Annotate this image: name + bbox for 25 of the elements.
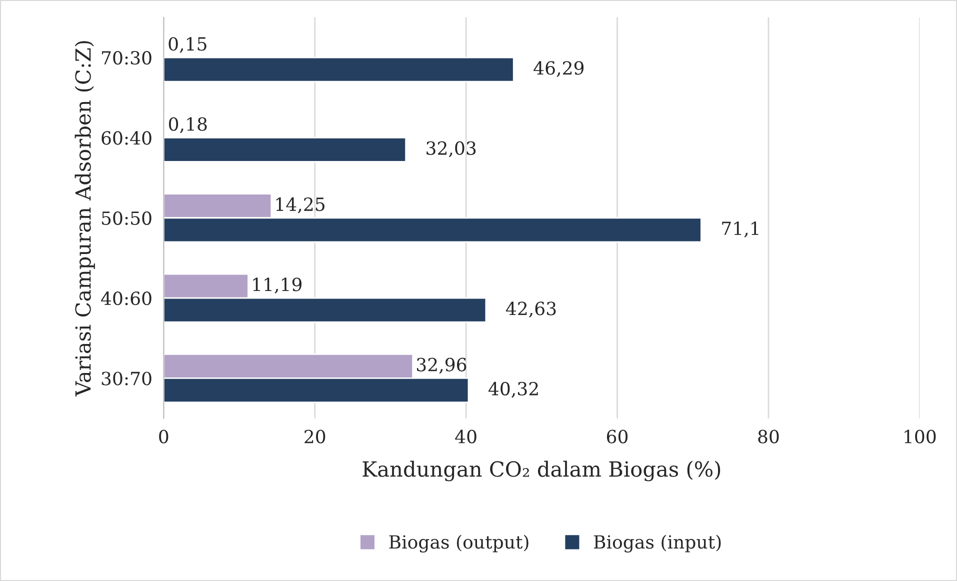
x-tick-label: 20 <box>304 430 326 444</box>
x-tick-label: 0 <box>159 430 168 444</box>
y-tick-label: 50:50 <box>102 211 152 225</box>
data-label: 0,18 <box>168 117 207 134</box>
data-label: 0,15 <box>168 37 206 53</box>
y-tick-label: 70:30 <box>102 50 152 65</box>
x-tick-label: 60 <box>606 430 628 444</box>
data-label: 32,03 <box>426 141 476 158</box>
legend-label: Biogas (input) <box>594 534 721 553</box>
data-label: 71,1 <box>722 221 758 238</box>
y-tick-label: 60:40 <box>102 131 152 145</box>
data-label: 40,32 <box>488 382 538 398</box>
legend-label: Biogas (output) <box>389 534 528 553</box>
x-tick-label: 80 <box>758 430 779 444</box>
x-tick-label: 100 <box>904 430 936 444</box>
y-tick-label: 40:60 <box>101 292 152 306</box>
y-axis-title: Variasi Campuran Adsorben (C:Z) <box>74 41 95 397</box>
data-label: 32,96 <box>416 358 466 374</box>
x-tick-label: 40 <box>455 430 476 444</box>
data-label: 46,29 <box>534 61 584 77</box>
data-label: 14,25 <box>276 197 324 214</box>
data-label: 42,63 <box>506 302 556 318</box>
x-axis-title: Kandungan CO₂ dalam Biogas (%) <box>362 460 720 482</box>
y-tick-label: 30:70 <box>102 372 152 386</box>
data-label: 11,19 <box>253 278 302 294</box>
